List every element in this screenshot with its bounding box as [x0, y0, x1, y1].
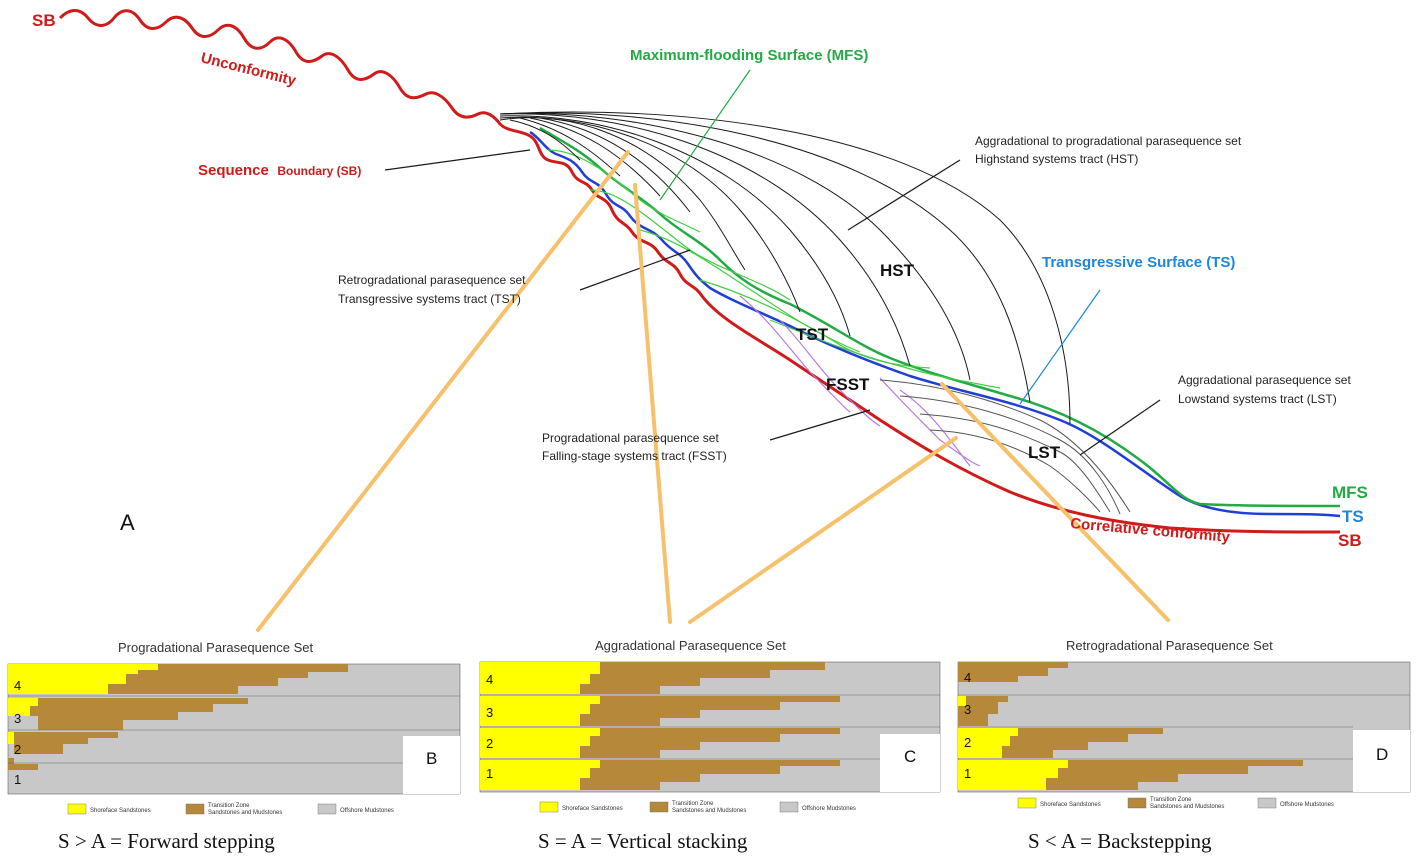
panel-d-caption: S < A = Backstepping: [1028, 829, 1212, 853]
leader-lines: [384, 149, 1161, 456]
tst-annotation-line2: Transgressive systems tract (TST): [338, 292, 521, 306]
ts-leader-line: [1019, 289, 1101, 405]
panel-c-num-2: 2: [486, 736, 493, 751]
hst-annotation-line1: Aggradational to progradational parasequ…: [975, 134, 1242, 148]
panel-b-letter: B: [426, 749, 437, 768]
panel-a: SB Unconformity Sequence Boundary (SB) M…: [32, 9, 1368, 632]
panel-b-caption: S > A = Forward stepping: [58, 829, 275, 853]
tst-parasequence-lines: [547, 149, 1001, 389]
panel-b-num-1: 1: [14, 772, 21, 787]
legend-offshore: Offshore Mudstones: [340, 808, 394, 814]
panel-a-letter: A: [120, 510, 135, 535]
panel-d-num-1: 1: [964, 766, 971, 781]
legend-transition-2: Sandstones and Mudstones: [1150, 804, 1224, 810]
legend-offshore: Offshore Mudstones: [802, 806, 856, 812]
panel-c-letter: C: [904, 747, 916, 766]
legend-offshore: Offshore Mudstones: [1280, 802, 1334, 808]
legend-transition-1: Transition Zone: [672, 801, 714, 807]
panel-b-legend: Shoreface Sandstones Transition Zone San…: [67, 803, 394, 816]
fsst-label: FSST: [826, 375, 870, 394]
max-flooding-surface-line: [539, 126, 1341, 508]
legend-transition-2: Sandstones and Mudstones: [208, 810, 282, 816]
panel-d-title: Retrogradational Parasequence Set: [1066, 638, 1273, 653]
lst-annotation-line1: Aggradational parasequence set: [1178, 373, 1351, 387]
legend-shoreface: Shoreface Sandstones: [90, 808, 151, 814]
fsst-parasequence-lines: [739, 295, 981, 467]
hst-parasequence-lines: [499, 111, 1071, 425]
panel-connector-lines: [256, 150, 1170, 632]
lst-annotation-line2: Lowstand systems tract (LST): [1178, 392, 1337, 406]
panel-d-num-2: 2: [964, 735, 971, 750]
mfs-leader-line: [659, 69, 751, 201]
hst-annotation-line2: Highstand systems tract (HST): [975, 152, 1138, 166]
panel-b: Progradational Parasequence Set 4 3 2 1 …: [7, 640, 461, 853]
sequence-boundary-small: Boundary (SB): [277, 164, 361, 178]
legend-shoreface: Shoreface Sandstones: [1040, 802, 1101, 808]
panel-d-legend: Shoreface Sandstones Transition Zone San…: [1017, 797, 1334, 810]
sequence-boundary-label: Sequence Boundary (SB): [198, 162, 361, 179]
panel-c-caption: S = A = Vertical stacking: [538, 829, 748, 853]
lst-parasequence-lines: [879, 379, 1131, 515]
panel-c-num-3: 3: [486, 705, 493, 720]
fsst-annotation-line1: Progradational parasequence set: [542, 431, 719, 445]
panel-d-num-4: 4: [964, 670, 971, 685]
mfs-right-label: MFS: [1332, 483, 1368, 502]
sequence-boundary-main: Sequence: [198, 162, 269, 179]
panel-c-num-4: 4: [486, 672, 493, 687]
unconformity-label: Unconformity: [199, 49, 298, 89]
sb-top-label: SB: [32, 11, 56, 30]
panel-d-letter: D: [1376, 745, 1388, 764]
panel-c-title: Aggradational Parasequence Set: [595, 638, 786, 653]
panel-c-legend: Shoreface Sandstones Transition Zone San…: [539, 801, 856, 814]
hst-label: HST: [880, 261, 915, 280]
ts-right-label: TS: [1342, 507, 1364, 526]
tst-annotation-line1: Retrogradational parasequence set: [338, 273, 526, 287]
mfs-title: Maximum-flooding Surface (MFS): [630, 47, 868, 64]
tst-label: TST: [796, 325, 829, 344]
ts-title: Transgressive Surface (TS): [1042, 254, 1235, 271]
legend-shoreface: Shoreface Sandstones: [562, 806, 623, 812]
fsst-annotation-line2: Falling-stage systems tract (FSST): [542, 449, 727, 463]
panel-b-num-4: 4: [14, 678, 21, 693]
panel-b-num-3: 3: [14, 711, 21, 726]
sb-right-label: SB: [1338, 531, 1362, 550]
legend-transition-1: Transition Zone: [1150, 797, 1192, 803]
panel-b-num-2: 2: [14, 742, 21, 757]
lst-label: LST: [1028, 443, 1061, 462]
panel-b-title: Progradational Parasequence Set: [118, 640, 314, 655]
legend-transition-1: Transition Zone: [208, 803, 250, 809]
panel-c: Aggradational Parasequence Set 4 3 2 1 C…: [479, 638, 941, 853]
panel-c-num-1: 1: [486, 766, 493, 781]
transgressive-surface-line: [529, 130, 1341, 518]
legend-transition-2: Sandstones and Mudstones: [672, 808, 746, 814]
panel-d: Retrogradational Parasequence Set 4 3 2 …: [957, 638, 1411, 853]
panel-d-num-3: 3: [964, 702, 971, 717]
